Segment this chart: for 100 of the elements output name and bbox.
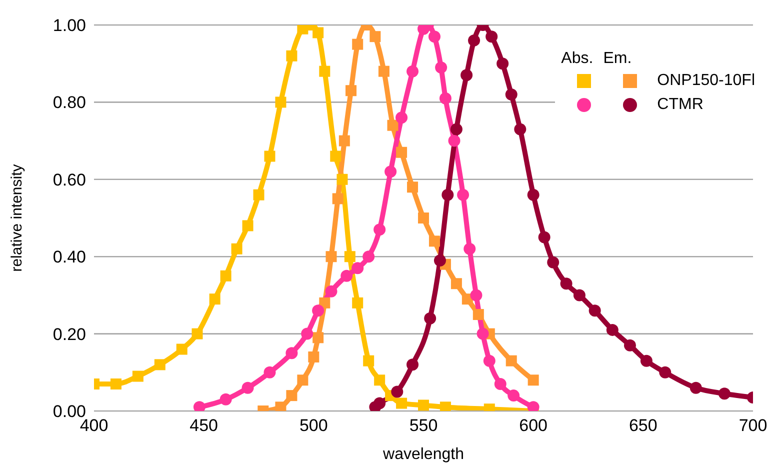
point (448, 134, 460, 147)
point (384, 166, 397, 178)
point (209, 294, 220, 305)
point (435, 61, 448, 74)
y-tick-label: 0.20 (52, 324, 86, 344)
point (640, 354, 652, 367)
point (346, 85, 357, 96)
point (407, 182, 418, 193)
point (352, 38, 364, 50)
point (374, 374, 386, 386)
point (538, 231, 550, 244)
point (319, 66, 330, 77)
point (352, 262, 364, 274)
point (457, 188, 470, 201)
point (374, 224, 386, 236)
point (352, 297, 364, 308)
point (560, 278, 572, 290)
point (460, 69, 473, 82)
x-tick-label: 650 (628, 416, 658, 436)
point (718, 388, 730, 400)
point (573, 289, 586, 302)
point (308, 351, 320, 362)
point (418, 400, 429, 411)
point (396, 398, 408, 409)
point (406, 65, 419, 78)
x-tick-label: 700 (738, 416, 768, 436)
point (514, 123, 526, 136)
point (286, 347, 298, 360)
point (362, 250, 375, 263)
x-tick-label: 550 (409, 416, 438, 436)
point (396, 146, 408, 158)
point (470, 289, 482, 302)
point (450, 123, 462, 136)
y-tick-label: 0.60 (52, 170, 86, 190)
point (286, 390, 298, 402)
point (486, 30, 498, 43)
point (192, 328, 203, 340)
point (468, 34, 480, 46)
point (434, 254, 446, 266)
point (659, 366, 672, 378)
point (286, 50, 298, 62)
point (220, 393, 232, 406)
point (370, 31, 381, 42)
point (338, 135, 350, 146)
point (253, 189, 264, 200)
point (231, 243, 242, 254)
point (319, 297, 330, 308)
point (624, 339, 636, 352)
point (464, 242, 476, 255)
x-tick-label: 600 (519, 416, 548, 436)
point (242, 220, 254, 232)
point (528, 374, 539, 386)
point (297, 374, 308, 386)
point (505, 88, 518, 100)
point (154, 359, 166, 370)
point (363, 355, 374, 366)
point (325, 285, 338, 298)
point (396, 112, 408, 124)
point (424, 312, 436, 324)
point (439, 92, 452, 104)
point (606, 324, 618, 336)
point (506, 355, 517, 366)
point (508, 390, 520, 402)
point (264, 366, 276, 378)
point (176, 344, 188, 355)
point (378, 66, 390, 77)
x-tick-label: 500 (299, 416, 328, 436)
x-tick-label: 450 (190, 416, 218, 436)
point (387, 120, 398, 131)
annotation: Em. (603, 50, 632, 68)
point (476, 328, 489, 340)
point (428, 30, 440, 43)
point (690, 382, 702, 394)
point (472, 309, 484, 320)
point (220, 270, 232, 282)
point (336, 174, 348, 185)
point (110, 378, 122, 390)
point (312, 27, 324, 38)
annotation: Abs. (561, 50, 594, 68)
point (242, 382, 254, 394)
point (588, 304, 601, 317)
point (418, 212, 429, 224)
point (547, 256, 560, 268)
point (527, 188, 540, 201)
point (312, 332, 324, 344)
point (374, 397, 386, 410)
point (450, 278, 462, 290)
y-tick-label: 1.00 (52, 16, 86, 36)
point (483, 354, 496, 367)
point (264, 150, 276, 162)
legend-label: CTMR (657, 96, 704, 114)
point (391, 386, 404, 398)
point (428, 236, 440, 247)
y-tick-label: 0.80 (52, 93, 86, 112)
point (344, 251, 356, 262)
point (494, 378, 506, 390)
point (275, 402, 286, 411)
point (496, 58, 509, 70)
x-tick-label: 400 (80, 416, 108, 436)
legend-label: ONP150-10Fl (657, 72, 755, 90)
